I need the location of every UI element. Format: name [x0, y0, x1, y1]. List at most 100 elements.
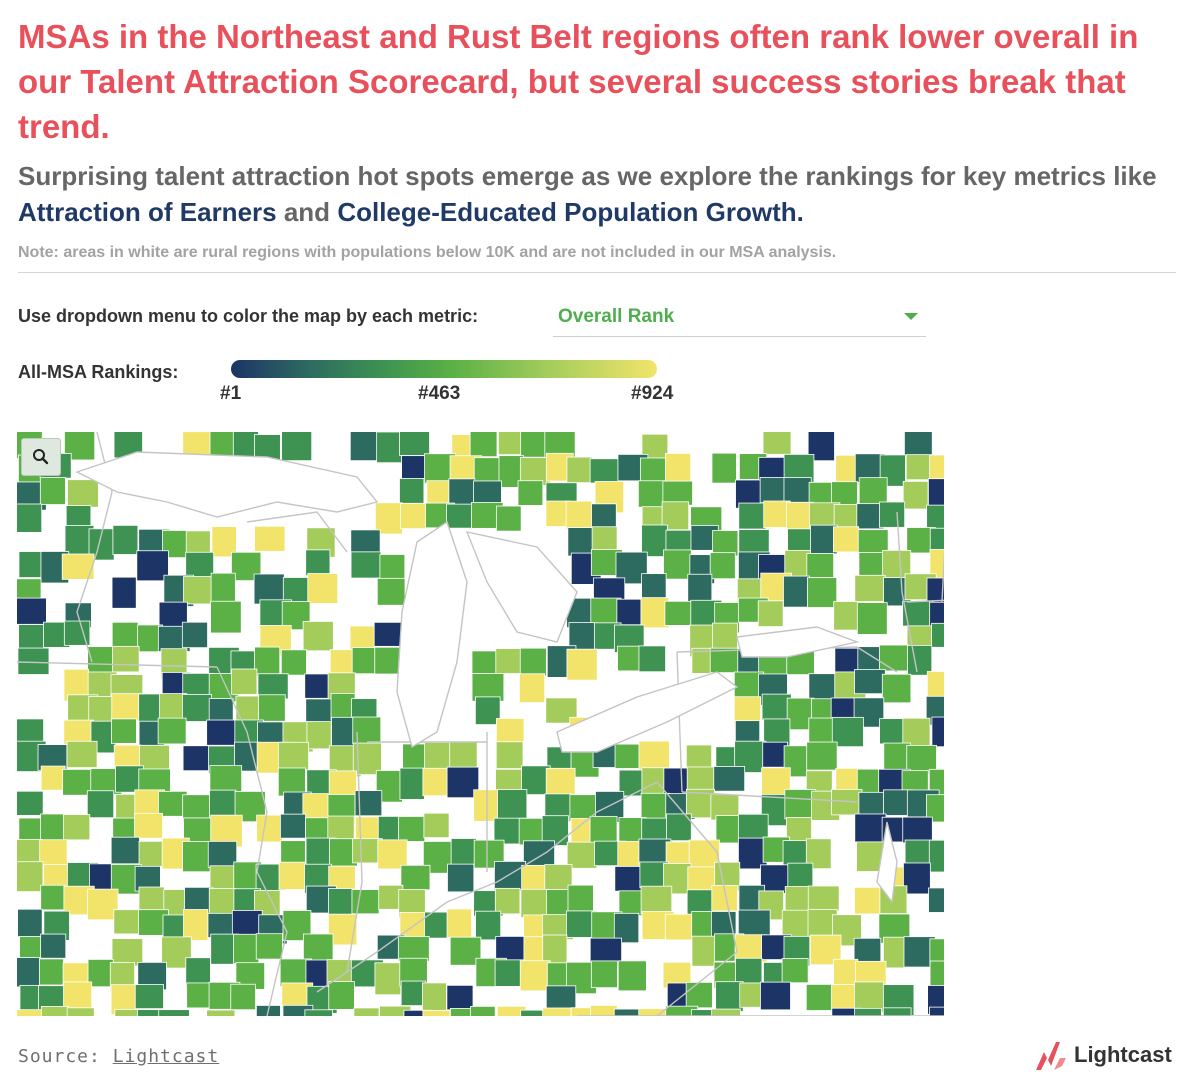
- msa-region[interactable]: [613, 1008, 646, 1016]
- msa-region[interactable]: [784, 789, 817, 820]
- msa-region[interactable]: [685, 981, 713, 1009]
- msa-region[interactable]: [206, 719, 239, 746]
- msa-region[interactable]: [687, 866, 717, 893]
- msa-region[interactable]: [807, 577, 838, 608]
- msa-region[interactable]: [211, 526, 237, 558]
- msa-region[interactable]: [330, 693, 356, 721]
- msa-region[interactable]: [206, 1009, 236, 1016]
- msa-region[interactable]: [711, 1008, 741, 1016]
- msa-region[interactable]: [113, 909, 142, 935]
- msa-region[interactable]: [256, 814, 283, 843]
- msa-region[interactable]: [854, 1007, 882, 1016]
- msa-region[interactable]: [349, 432, 381, 462]
- msa-region[interactable]: [40, 933, 67, 959]
- msa-region[interactable]: [881, 673, 912, 704]
- msa-region[interactable]: [400, 980, 427, 1006]
- msa-region[interactable]: [210, 600, 242, 634]
- msa-region[interactable]: [805, 984, 834, 1011]
- msa-region[interactable]: [182, 841, 213, 873]
- msa-region[interactable]: [927, 478, 944, 507]
- msa-region[interactable]: [17, 503, 43, 533]
- msa-region[interactable]: [831, 789, 863, 816]
- msa-region[interactable]: [254, 525, 286, 552]
- msa-region[interactable]: [854, 813, 887, 843]
- msa-region[interactable]: [63, 814, 91, 841]
- msa-region[interactable]: [186, 982, 214, 1009]
- msa-region[interactable]: [858, 477, 888, 506]
- msa-region[interactable]: [254, 646, 281, 677]
- msa-region[interactable]: [690, 1009, 718, 1016]
- msa-region[interactable]: [853, 937, 882, 964]
- msa-region[interactable]: [833, 526, 860, 553]
- msa-region[interactable]: [591, 526, 618, 553]
- msa-region[interactable]: [882, 1007, 912, 1016]
- msa-region[interactable]: [18, 624, 45, 652]
- msa-region[interactable]: [665, 453, 692, 482]
- msa-region[interactable]: [17, 790, 44, 816]
- msa-region[interactable]: [757, 600, 784, 627]
- msa-region[interactable]: [350, 529, 381, 555]
- msa-region[interactable]: [139, 744, 170, 772]
- msa-region[interactable]: [475, 910, 502, 941]
- msa-region[interactable]: [449, 1008, 482, 1016]
- msa-region[interactable]: [114, 1009, 141, 1016]
- msa-region[interactable]: [926, 504, 944, 531]
- msa-region[interactable]: [738, 502, 767, 530]
- msa-region[interactable]: [40, 813, 66, 843]
- msa-region[interactable]: [351, 647, 378, 675]
- msa-region[interactable]: [854, 574, 886, 602]
- msa-region[interactable]: [637, 480, 666, 508]
- msa-region[interactable]: [374, 646, 402, 675]
- msa-region[interactable]: [833, 958, 859, 986]
- msa-region[interactable]: [40, 1006, 69, 1016]
- msa-region[interactable]: [303, 933, 334, 964]
- msa-region[interactable]: [760, 981, 791, 1011]
- msa-region[interactable]: [447, 863, 475, 893]
- msa-region[interactable]: [638, 1008, 669, 1016]
- msa-region[interactable]: [495, 505, 522, 532]
- msa-region[interactable]: [307, 573, 339, 604]
- msa-region[interactable]: [713, 766, 746, 792]
- msa-region[interactable]: [40, 884, 66, 911]
- msa-region[interactable]: [589, 458, 619, 484]
- msa-region[interactable]: [400, 864, 431, 891]
- msa-region[interactable]: [398, 816, 426, 842]
- msa-region[interactable]: [111, 718, 137, 744]
- msa-region[interactable]: [399, 767, 425, 800]
- msa-region[interactable]: [376, 577, 406, 606]
- msa-region[interactable]: [17, 908, 43, 938]
- msa-region[interactable]: [111, 938, 144, 967]
- msa-region[interactable]: [497, 789, 528, 822]
- msa-region[interactable]: [853, 981, 885, 1013]
- msa-region[interactable]: [664, 600, 696, 626]
- msa-region[interactable]: [328, 888, 354, 915]
- msa-regions[interactable]: [17, 432, 944, 1016]
- msa-region[interactable]: [519, 647, 547, 677]
- msa-region[interactable]: [810, 524, 838, 555]
- msa-region[interactable]: [928, 887, 944, 913]
- msa-region[interactable]: [185, 530, 211, 557]
- msa-region[interactable]: [280, 649, 307, 676]
- msa-region[interactable]: [520, 1009, 550, 1016]
- msa-region[interactable]: [545, 767, 576, 796]
- msa-region[interactable]: [709, 647, 742, 674]
- msa-region[interactable]: [302, 793, 329, 821]
- msa-region[interactable]: [137, 1009, 163, 1016]
- msa-region[interactable]: [494, 887, 521, 915]
- msa-region[interactable]: [280, 813, 307, 839]
- chevron-down-icon[interactable]: [904, 313, 918, 320]
- msa-region[interactable]: [258, 694, 286, 722]
- msa-region[interactable]: [112, 645, 140, 673]
- msa-region[interactable]: [640, 885, 673, 915]
- msa-region[interactable]: [663, 549, 692, 580]
- msa-region[interactable]: [379, 1005, 412, 1016]
- msa-region[interactable]: [929, 601, 944, 627]
- msa-region[interactable]: [446, 503, 473, 529]
- msa-region[interactable]: [638, 645, 666, 673]
- msa-region[interactable]: [809, 934, 842, 966]
- msa-region[interactable]: [66, 1007, 95, 1016]
- msa-region[interactable]: [902, 717, 931, 748]
- msa-region[interactable]: [111, 693, 144, 722]
- msa-region[interactable]: [399, 478, 425, 506]
- msa-region[interactable]: [712, 622, 738, 652]
